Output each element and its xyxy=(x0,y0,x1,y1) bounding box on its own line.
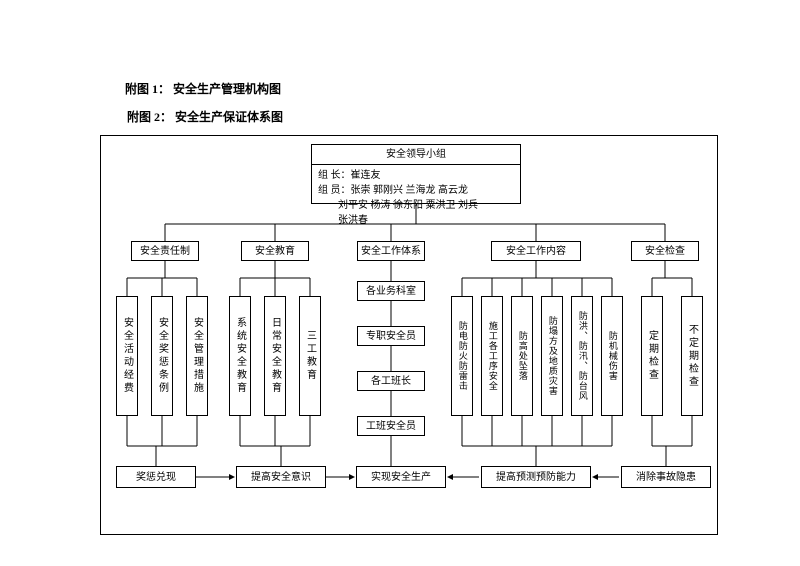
result-eliminate: 消除事故隐患 xyxy=(621,466,711,488)
chain-business-office: 各业务科室 xyxy=(357,281,425,301)
sub-d-fire: 防电防火防雷击 xyxy=(451,296,473,416)
leader-line-3: 刘平安 杨涛 徐东阳 粟洪卫 刘兵 xyxy=(318,198,514,213)
branch-responsibility: 安全责任制 xyxy=(131,241,199,261)
chain-team-leader: 各工班长 xyxy=(357,371,425,391)
branch-system: 安全工作体系 xyxy=(357,241,425,261)
sub-d-collapse: 防塌方及地质灾害 xyxy=(541,296,563,416)
leader-line-1: 组 长：崔连友 xyxy=(318,168,514,183)
leader-group-box: 安全领导小组 组 长：崔连友 组 员：张崇 郭刚兴 兰海龙 高云龙 刘平安 杨涛… xyxy=(311,144,521,204)
title-2: 附图 2： 安全生产保证体系图 xyxy=(127,108,283,125)
result-awareness: 提高安全意识 xyxy=(236,466,326,488)
result-rewards: 奖惩兑现 xyxy=(116,466,196,488)
sub-a-rules: 安全奖惩条例 xyxy=(151,296,173,416)
result-safe-prod: 实现安全生产 xyxy=(356,466,446,488)
sub-b-daily: 日常安全教育 xyxy=(264,296,286,416)
diagram-frame: 安全领导小组 组 长：崔连友 组 员：张崇 郭刚兴 兰海龙 高云龙 刘平安 杨涛… xyxy=(100,135,718,535)
sub-d-fall: 防高处坠落 xyxy=(511,296,533,416)
sub-e-regular: 定期检查 xyxy=(641,296,663,416)
title-1: 附图 1： 安全生产管理机构图 xyxy=(125,80,281,97)
leader-line-4: 张洪春 xyxy=(318,213,514,228)
branch-inspection: 安全检查 xyxy=(631,241,699,261)
chain-team-safety: 工班安全员 xyxy=(357,416,425,436)
leader-group-title: 安全领导小组 xyxy=(312,145,520,165)
leader-line-2: 组 员：张崇 郭刚兴 兰海龙 高云龙 xyxy=(318,183,514,198)
sub-d-flood: 防洪、防汛、防台风 xyxy=(571,296,593,416)
sub-e-irregular: 不定期检查 xyxy=(681,296,703,416)
sub-d-machine: 防机械伤害 xyxy=(601,296,623,416)
branch-content: 安全工作内容 xyxy=(491,241,581,261)
chain-safety-officer: 专职安全员 xyxy=(357,326,425,346)
result-forecast: 提高预测预防能力 xyxy=(481,466,591,488)
sub-a-funds: 安全活动经费 xyxy=(116,296,138,416)
branch-education: 安全教育 xyxy=(241,241,309,261)
sub-d-process: 施工各工序安全 xyxy=(481,296,503,416)
sub-b-three: 三工教育 xyxy=(299,296,321,416)
sub-b-system: 系统安全教育 xyxy=(229,296,251,416)
sub-a-measures: 安全管理措施 xyxy=(186,296,208,416)
